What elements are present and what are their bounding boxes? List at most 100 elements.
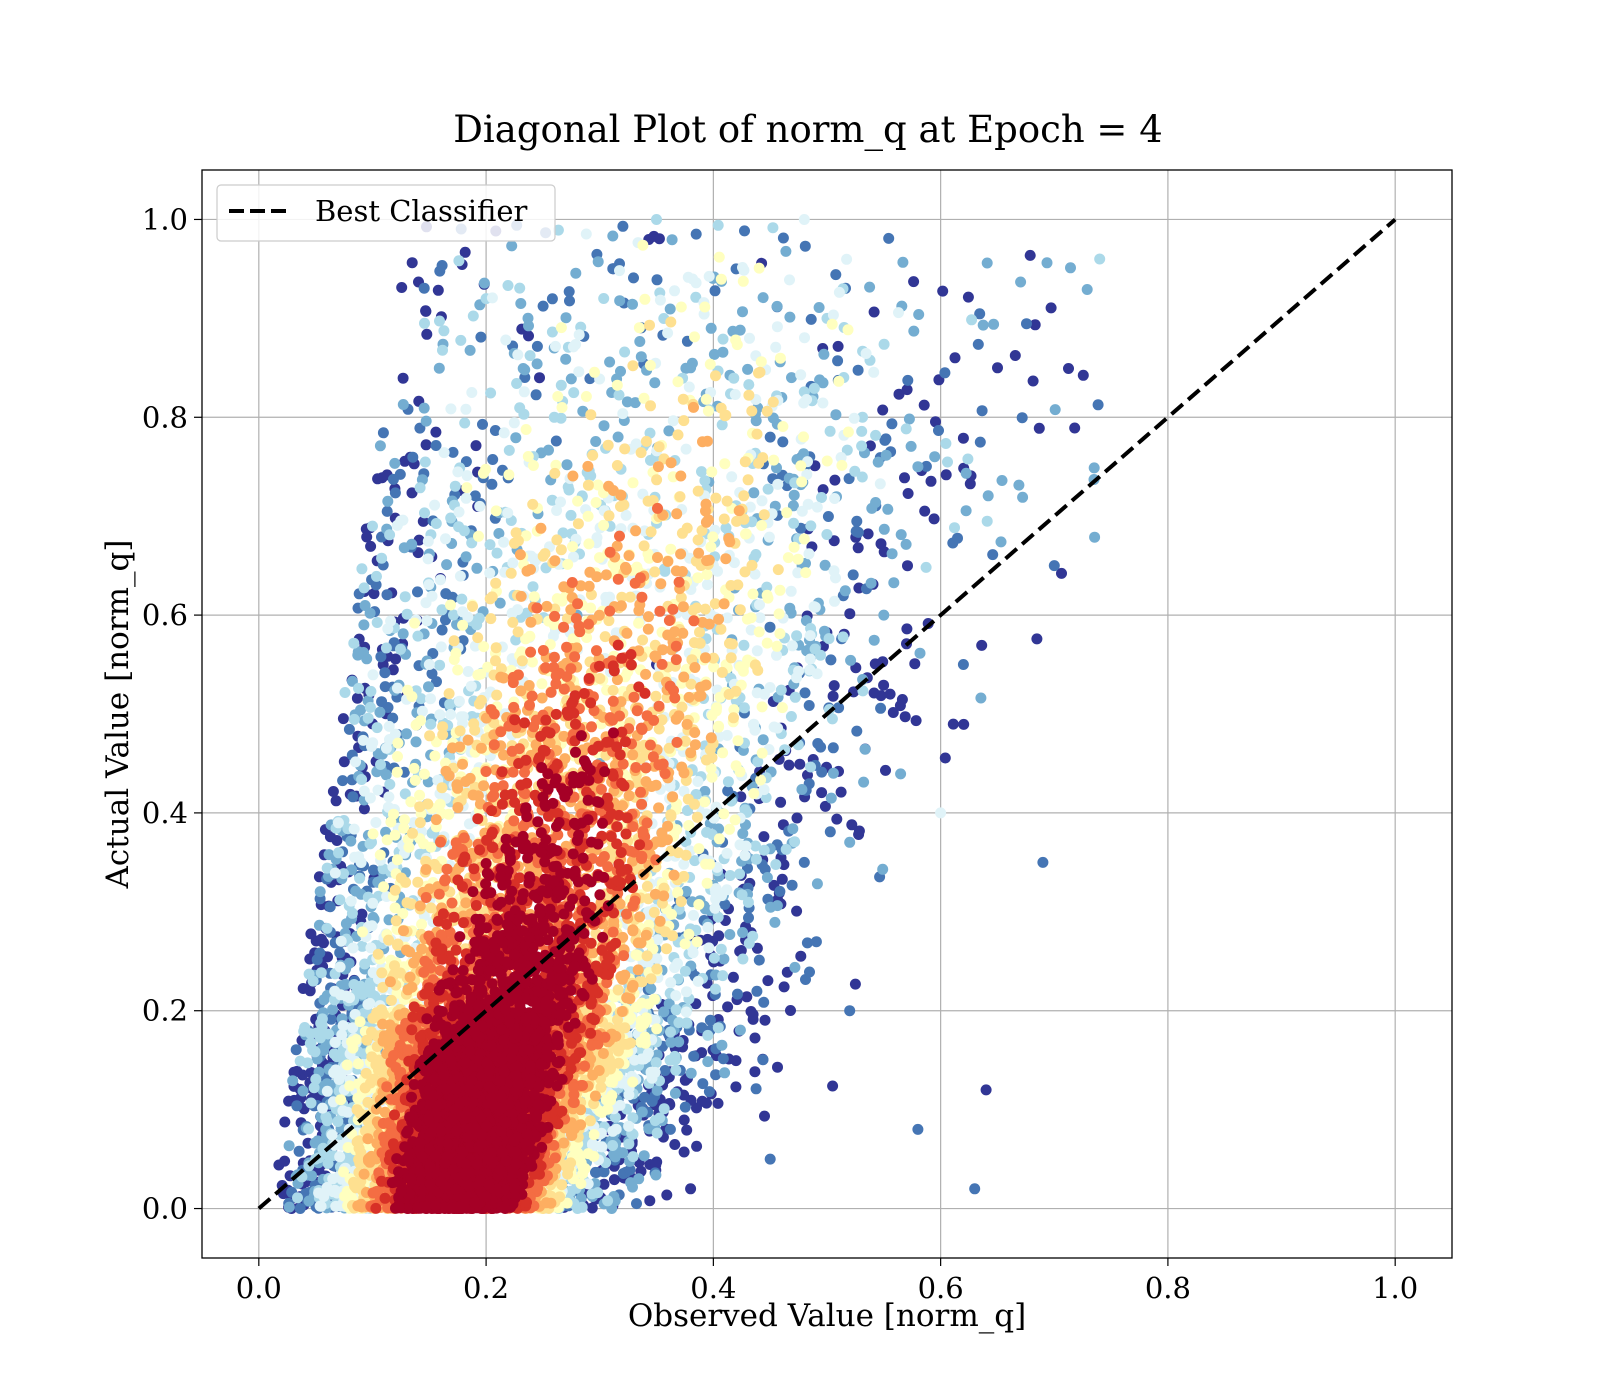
scatter-point xyxy=(905,440,917,452)
scatter-point xyxy=(310,1073,322,1085)
scatter-point xyxy=(486,292,498,304)
scatter-point xyxy=(737,665,749,677)
scatter-point xyxy=(670,1064,682,1076)
scatter-point xyxy=(691,936,703,948)
scatter-point xyxy=(658,1006,670,1018)
scatter-point xyxy=(913,309,925,320)
scatter-point xyxy=(314,947,326,959)
scatter-point xyxy=(670,1004,682,1016)
scatter-point xyxy=(590,497,602,508)
scatter-point xyxy=(758,996,770,1008)
scatter-point xyxy=(584,1115,596,1127)
scatter-point xyxy=(783,759,795,771)
scatter-point xyxy=(791,905,803,917)
scatter-point xyxy=(498,427,510,439)
scatter-point xyxy=(799,332,810,344)
scatter-point xyxy=(429,499,441,511)
scatter-point xyxy=(947,718,959,730)
scatter-point xyxy=(470,440,482,452)
scatter-point xyxy=(739,850,751,861)
scatter-point xyxy=(940,469,952,481)
scatter-point xyxy=(831,813,843,825)
scatter-point xyxy=(678,415,690,427)
scatter-point xyxy=(408,762,420,774)
scatter-point xyxy=(683,928,695,940)
scatter-point xyxy=(430,518,442,529)
scatter-point xyxy=(964,478,976,490)
scatter-point xyxy=(815,649,826,661)
scatter-point xyxy=(832,355,844,367)
scatter-point xyxy=(722,1001,734,1013)
scatter-point xyxy=(475,331,487,343)
scatter-point xyxy=(635,1015,647,1027)
scatter-point xyxy=(746,405,758,417)
scatter-point xyxy=(560,312,572,324)
scatter-point xyxy=(397,372,409,384)
scatter-point xyxy=(367,828,379,840)
scatter-point xyxy=(335,1094,347,1106)
scatter-point xyxy=(920,561,932,573)
scatter-point xyxy=(449,480,461,492)
scatter-point xyxy=(447,446,459,458)
scatter-point xyxy=(406,538,418,550)
scatter-point xyxy=(952,532,963,544)
scatter-point xyxy=(489,425,501,436)
scatter-point xyxy=(835,786,847,798)
scatter-point xyxy=(358,619,370,631)
scatter-point xyxy=(929,451,941,463)
scatter-point xyxy=(551,505,563,516)
scatter-point xyxy=(784,274,795,286)
scatter-point xyxy=(432,284,444,296)
scatter-point xyxy=(507,557,519,569)
scatter-point xyxy=(691,811,703,823)
scatter-point xyxy=(658,1103,670,1115)
scatter-point xyxy=(977,319,989,331)
scatter-point xyxy=(809,601,821,613)
scatter-point xyxy=(431,676,442,688)
scatter-point xyxy=(736,889,748,901)
scatter-point xyxy=(353,1177,365,1189)
scatter-point xyxy=(389,902,401,914)
scatter-point xyxy=(651,274,663,286)
scatter-point xyxy=(683,381,695,393)
scatter-point xyxy=(598,293,610,304)
scatter-point xyxy=(942,456,953,468)
scatter-point xyxy=(426,668,438,680)
scatter-point xyxy=(710,1069,722,1081)
scatter-point xyxy=(360,1067,372,1079)
scatter-point xyxy=(756,747,768,759)
scatter-point xyxy=(672,376,684,388)
scatter-point xyxy=(368,864,379,876)
scatter-point xyxy=(702,921,714,933)
scatter-point xyxy=(844,836,856,848)
scatter-point xyxy=(314,1200,326,1212)
scatter-point xyxy=(291,1065,303,1077)
scatter-point xyxy=(791,812,803,824)
scatter-point xyxy=(852,542,864,554)
scatter-point xyxy=(976,405,988,417)
scatter-point xyxy=(1033,422,1045,434)
scatter-point xyxy=(477,418,488,430)
scatter-point xyxy=(1081,284,1093,295)
scatter-point xyxy=(773,608,785,620)
scatter-point xyxy=(429,750,441,762)
scatter-point xyxy=(751,942,763,954)
scatter-point xyxy=(878,679,890,691)
scatter-point xyxy=(782,552,794,564)
scatter-point xyxy=(604,356,616,368)
scatter-point xyxy=(737,306,748,318)
scatter-point xyxy=(721,729,733,741)
scatter-point xyxy=(503,469,515,481)
scatter-point xyxy=(598,420,610,432)
scatter-point xyxy=(459,246,471,258)
scatter-point xyxy=(694,637,706,649)
scatter-point xyxy=(453,255,465,267)
scatter-point xyxy=(651,474,663,486)
scatter-point xyxy=(756,701,768,713)
scatter-point xyxy=(621,396,633,408)
scatter-point xyxy=(792,553,804,565)
scatter-point xyxy=(1029,319,1041,331)
scatter-point xyxy=(901,384,913,396)
scatter-point xyxy=(371,722,383,734)
scatter-point xyxy=(744,332,755,344)
